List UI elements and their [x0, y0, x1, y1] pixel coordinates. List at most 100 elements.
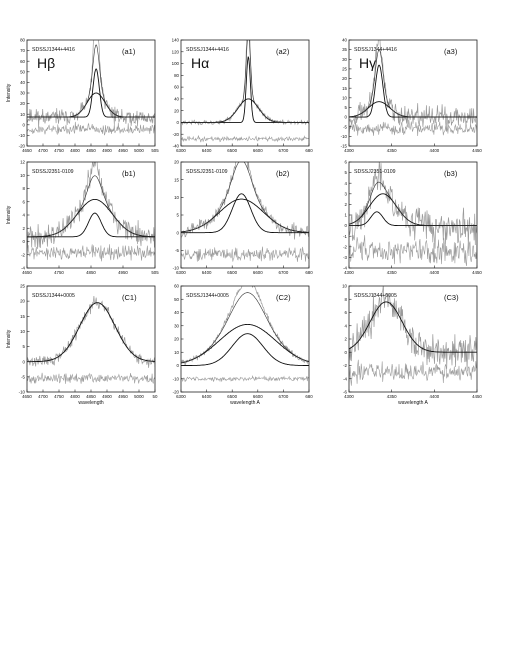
- plot-area-a3: [349, 40, 477, 137]
- x-tick-label-c3: 4350: [387, 394, 397, 399]
- y-axis-label-a1: Intensity: [6, 83, 12, 102]
- y-tick-label-c1: 20: [20, 299, 25, 304]
- residual-spectrum-c3: [349, 359, 477, 386]
- y-tick-label-b1: 0: [23, 239, 26, 244]
- x-tick-label-b2: 6600: [253, 270, 263, 275]
- x-tick-label-c3: 4400: [429, 394, 439, 399]
- y-tick-label-c3: -2: [343, 363, 347, 368]
- x-tick-label-b2: 6300: [176, 270, 186, 275]
- x-tick-label-c1: 5000: [134, 394, 144, 399]
- object-name-b2: SDSSJ2351-0109: [186, 169, 228, 175]
- y-tick-label-a1: 10: [20, 112, 25, 117]
- x-tick-label-c2: 6400: [202, 394, 212, 399]
- plot-area-a2: [181, 40, 309, 143]
- x-tick-label-a2: 6600: [253, 148, 263, 153]
- emission-line-label-a2: Hα: [191, 55, 209, 71]
- y-tick-label-a3: 25: [342, 67, 347, 72]
- x-tick-label-c2: 6300: [176, 394, 186, 399]
- y-tick-label-b1: 12: [20, 160, 25, 165]
- observed-spectrum-c3: [349, 286, 477, 372]
- y-tick-label-b3: 4: [345, 181, 348, 186]
- y-axis-label-c1: Intensity: [6, 329, 12, 348]
- y-tick-label-c3: 6: [345, 310, 348, 315]
- y-tick-label-b3: 6: [345, 160, 348, 165]
- y-tick-label-c2: 60: [174, 284, 179, 289]
- panel-label-b3: (b3): [444, 169, 458, 178]
- object-name-c1: SDSSJ1344+0005: [32, 293, 75, 299]
- y-tick-label-a1: 20: [20, 101, 25, 106]
- total-fit-b2: [181, 162, 309, 233]
- x-tick-label-b3: 4450: [472, 270, 482, 275]
- y-tick-label-a1: 40: [20, 80, 25, 85]
- x-tick-label-a3: 4400: [429, 148, 439, 153]
- y-tick-label-c3: 2: [345, 337, 348, 342]
- y-tick-label-a2: -20: [173, 132, 180, 137]
- x-axis-label-c2: wavelength A: [230, 400, 260, 406]
- y-tick-label-c1: 5: [23, 344, 26, 349]
- x-tick-label-c1: 4750: [54, 394, 64, 399]
- plot-area-a1: [27, 40, 155, 136]
- x-tick-label-b2: 6500: [227, 270, 237, 275]
- y-tick-label-b1: 4: [23, 213, 26, 218]
- x-tick-label-c1: 4900: [102, 394, 112, 399]
- x-tick-label-c2: 6500: [227, 394, 237, 399]
- x-tick-label-c3: 4450: [472, 394, 482, 399]
- plot-frame-a3: [348, 39, 478, 147]
- y-tick-label-c2: -20: [173, 390, 180, 395]
- panel-label-b1: (b1): [122, 169, 136, 178]
- total-fit-b1: [27, 175, 155, 238]
- panel-c1: 4650 4700 4750 4800 4850 4900 4950 5000 50252015…: [6, 284, 158, 406]
- y-tick-label-c1: 0: [23, 359, 26, 364]
- y-tick-label-c1: -5: [21, 374, 25, 379]
- x-tick-label-c2: 680: [305, 394, 313, 399]
- total-fit-a3: [349, 49, 477, 118]
- y-tick-label-b3: -1: [343, 234, 347, 239]
- y-tick-label-c3: -4: [343, 376, 347, 381]
- object-name-b1: SDSSJ2351-0109: [32, 169, 74, 175]
- panel-b2: 6300 6400 6500 6600 6700 680 20 15 10 5 0 -5 -10 SDSS…: [173, 160, 314, 275]
- y-tick-label-b3: -4: [343, 266, 347, 271]
- x-tick-label-c1: 4700: [38, 394, 48, 399]
- x-tick-label-c1: 4650: [22, 394, 32, 399]
- x-tick-label-c1: 4850: [86, 394, 96, 399]
- residual-spectrum-c2: [181, 374, 309, 383]
- y-tick-label-c2: 0: [177, 363, 180, 368]
- y-tick-label-a1: 70: [20, 48, 25, 53]
- x-tick-label-b1: 4650: [22, 270, 32, 275]
- y-tick-label-b1: 6: [23, 199, 26, 204]
- panel-label-c3: (C3): [444, 293, 459, 302]
- y-tick-label-a3: -5: [343, 124, 347, 129]
- y-tick-label-a2: -40: [173, 144, 180, 149]
- observed-spectrum-b2: [181, 162, 309, 240]
- x-tick-label-a3: 4450: [472, 148, 482, 153]
- x-axis-label-c3: wavelength A: [398, 400, 428, 406]
- x-tick-label-a1: 4650: [22, 148, 32, 153]
- gaussian-component-c2-1: [181, 333, 309, 366]
- x-tick-label-b1: 4950: [118, 270, 128, 275]
- plot-frame-a2: [180, 39, 310, 147]
- gaussian-component-c1-1: [27, 302, 155, 363]
- y-tick-label-a3: 20: [342, 76, 347, 81]
- y-tick-label-c3: 0: [345, 350, 348, 355]
- panel-label-a3: (a3): [444, 47, 458, 56]
- y-tick-label-b2: 15: [174, 177, 179, 182]
- y-tick-label-c2: 10: [174, 350, 179, 355]
- gaussian-component-c3-1: [349, 301, 477, 353]
- y-tick-label-b2: -10: [173, 266, 180, 271]
- total-fit-a1: [27, 44, 155, 118]
- plot-area-c3: [349, 286, 477, 386]
- gaussian-component-b2-1: [181, 193, 309, 234]
- y-tick-label-a2: 60: [174, 85, 179, 90]
- plot-area-c1: [27, 295, 155, 384]
- y-tick-label-c2: 20: [174, 337, 179, 342]
- residual-spectrum-b1: [27, 244, 155, 262]
- plot-area-b2: [181, 162, 309, 262]
- panel-a3: 4300 4350 4400 4450 40 35 30 25 20 15 10 5 0 -5 -10 -15…: [341, 38, 483, 153]
- x-tick-label-a1: 4850: [86, 148, 96, 153]
- object-name-b3: SDSSJ2351-0109: [354, 169, 396, 175]
- x-tick-label-a3: 4300: [344, 148, 354, 153]
- x-tick-label-c1: 4800: [70, 394, 80, 399]
- x-tick-label-b1: 4750: [54, 270, 64, 275]
- y-tick-label-a3: 15: [342, 86, 347, 91]
- x-tick-label-a1: 505: [151, 148, 159, 153]
